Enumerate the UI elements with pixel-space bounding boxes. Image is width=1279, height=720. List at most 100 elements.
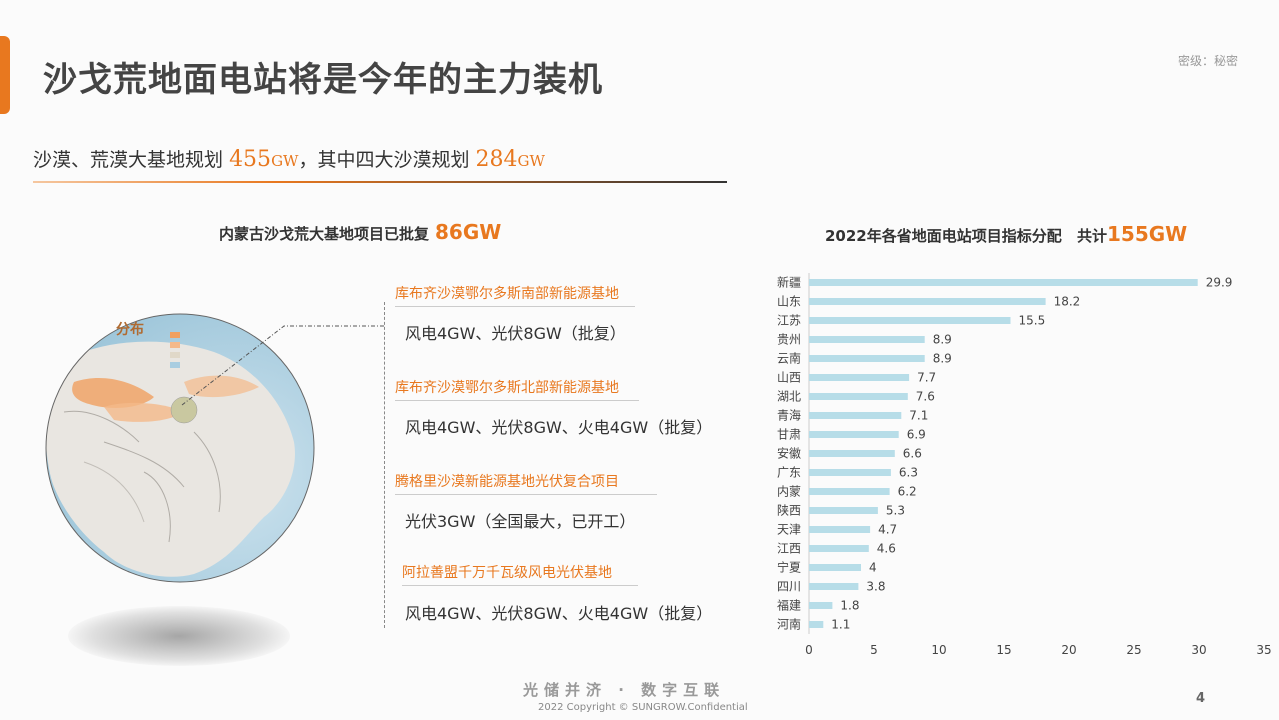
x-tick-label: 5 xyxy=(870,643,878,657)
page-title: 沙戈荒地面电站将是今年的主力装机 xyxy=(43,60,603,100)
y-tick-label: 四川 xyxy=(777,580,801,594)
footer-slogan: 光储并济 · 数字互联 xyxy=(523,681,726,699)
data-label: 8.9 xyxy=(933,333,952,347)
subtitle-part1: 沙漠、荒漠大基地规划 xyxy=(33,149,224,171)
left-heading-text: 内蒙古沙戈荒大基地项目已批复 xyxy=(219,225,430,243)
bar xyxy=(809,450,895,457)
y-tick-label: 甘肃 xyxy=(777,428,801,442)
footer-copyright: 2022 Copyright © SUNGROW.Confidential xyxy=(538,702,748,713)
data-label: 4 xyxy=(869,561,877,575)
project-detail-3: 光伏3GW（全国最大，已开工） xyxy=(405,512,636,531)
bar xyxy=(809,583,859,590)
left-heading-value: 86GW xyxy=(435,220,502,244)
bar xyxy=(809,621,824,628)
x-tick-label: 30 xyxy=(1191,643,1206,657)
data-label: 4.6 xyxy=(877,542,896,556)
y-tick-label: 福建 xyxy=(777,598,801,613)
project-detail-1: 风电4GW、光伏8GW（批复） xyxy=(405,324,626,343)
y-tick-label: 贵州 xyxy=(777,333,801,347)
bar xyxy=(809,431,899,438)
data-label: 1.8 xyxy=(840,599,859,613)
data-label: 6.9 xyxy=(907,428,926,442)
subtitle-unit2: GW xyxy=(517,152,545,170)
y-tick-label: 江苏 xyxy=(777,314,801,328)
data-label: 7.1 xyxy=(909,409,928,423)
x-tick-label: 15 xyxy=(996,643,1011,657)
data-label: 29.9 xyxy=(1206,276,1233,290)
y-tick-label: 江西 xyxy=(777,542,801,556)
data-label: 6.3 xyxy=(899,466,918,480)
bar xyxy=(809,298,1046,305)
x-tick-label: 25 xyxy=(1126,643,1141,657)
data-label: 18.2 xyxy=(1054,295,1081,309)
data-label: 7.6 xyxy=(916,390,935,404)
y-tick-label: 天津 xyxy=(777,523,801,537)
project-title-1: 库布齐沙漠鄂尔多斯南部新能源基地 xyxy=(395,283,635,307)
x-tick-label: 35 xyxy=(1256,643,1271,657)
map-label: 分布 xyxy=(116,321,144,338)
data-label: 6.2 xyxy=(898,485,917,499)
y-tick-label: 内蒙 xyxy=(777,485,801,499)
project-title-3: 腾格里沙漠新能源基地光伏复合项目 xyxy=(395,471,657,495)
y-tick-label: 新疆 xyxy=(777,275,801,290)
bar xyxy=(809,507,878,514)
subtitle-underline xyxy=(33,181,727,183)
bar xyxy=(809,355,925,362)
y-tick-label: 山西 xyxy=(777,371,801,385)
data-label: 1.1 xyxy=(831,618,850,632)
x-tick-label: 20 xyxy=(1061,643,1076,657)
project-title-4: 阿拉善盟千万千瓦级风电光伏基地 xyxy=(402,562,638,586)
x-tick-label: 0 xyxy=(805,643,813,657)
desert-distribution-map: 分布 xyxy=(44,312,316,584)
right-heading-text: 2022年各省地面电站项目指标分配 xyxy=(825,227,1062,245)
subtitle-value1: 455 xyxy=(229,147,272,172)
data-label: 5.3 xyxy=(886,504,905,518)
bar xyxy=(809,279,1198,286)
y-tick-label: 青海 xyxy=(777,408,801,423)
project-detail-2: 风电4GW、光伏8GW、火电4GW（批复） xyxy=(405,418,713,437)
bar xyxy=(809,393,908,400)
subtitle-part2: ，其中四大沙漠规划 xyxy=(298,149,470,171)
y-tick-label: 陕西 xyxy=(777,503,801,518)
data-label: 7.7 xyxy=(917,371,936,385)
bar xyxy=(809,488,890,495)
project-list-divider xyxy=(384,302,385,628)
subtitle-unit1: GW xyxy=(271,152,299,170)
x-tick-label: 10 xyxy=(931,643,946,657)
confidentiality-label: 密级：秘密 xyxy=(1178,54,1239,68)
y-tick-label: 广东 xyxy=(777,466,801,480)
y-tick-label: 河南 xyxy=(777,617,801,632)
y-tick-label: 宁夏 xyxy=(777,560,801,575)
data-label: 15.5 xyxy=(1019,314,1046,328)
bar xyxy=(809,336,925,343)
title-accent-bar xyxy=(0,36,10,114)
province-bar-chart: 新疆 29.9 山东 18.2 江苏 15.5 贵州 8.9 云南 8.9 山西 7.7 湖北 7.6 青海… xyxy=(777,273,1272,657)
y-tick-label: 安徽 xyxy=(777,446,801,461)
subtitle-value2: 284 xyxy=(475,147,518,172)
y-tick-label: 山东 xyxy=(777,295,801,309)
bar xyxy=(809,526,871,533)
subtitle: 沙漠、荒漠大基地规划 455GW，其中四大沙漠规划 284GW xyxy=(33,145,545,172)
bar xyxy=(809,545,869,552)
bar xyxy=(809,412,902,419)
right-heading-total-value: 155GW xyxy=(1107,222,1188,246)
bar xyxy=(809,564,861,571)
project-title-2: 库布齐沙漠鄂尔多斯北部新能源基地 xyxy=(395,377,639,401)
bar xyxy=(809,317,1011,324)
right-panel-heading: 2022年各省地面电站项目指标分配 共计155GW xyxy=(825,222,1187,246)
project-detail-4: 风电4GW、光伏8GW、火电4GW（批复） xyxy=(405,604,713,623)
globe-shadow xyxy=(68,606,290,666)
left-panel-heading: 内蒙古沙戈荒大基地项目已批复 86GW xyxy=(219,220,501,244)
data-label: 6.6 xyxy=(903,447,922,461)
bar xyxy=(809,469,891,476)
y-tick-label: 云南 xyxy=(777,351,801,366)
data-label: 4.7 xyxy=(878,523,897,537)
y-tick-label: 湖北 xyxy=(777,389,801,404)
bar xyxy=(809,602,833,609)
bar xyxy=(809,374,910,381)
page-number: 4 xyxy=(1196,691,1206,706)
data-label: 8.9 xyxy=(933,352,952,366)
data-label: 3.8 xyxy=(866,580,885,594)
right-heading-total-label: 共计 xyxy=(1076,227,1107,245)
